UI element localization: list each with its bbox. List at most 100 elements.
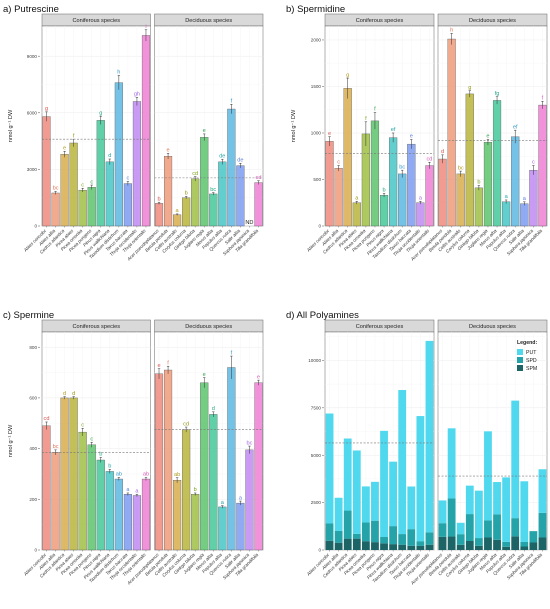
legend: Legend: PUT SPD SPM bbox=[517, 340, 537, 372]
bar-spm bbox=[407, 545, 416, 550]
bar-spm bbox=[352, 538, 361, 550]
y-tick-label: 600 bbox=[29, 396, 37, 401]
bar-put bbox=[511, 400, 520, 519]
facet-strip-label: Deciduous species bbox=[469, 324, 516, 330]
significance-letter: e bbox=[257, 374, 260, 380]
bar-spm bbox=[520, 546, 529, 550]
bar-put bbox=[398, 390, 407, 535]
facet-strip-label: Coniferous species bbox=[356, 18, 404, 24]
bar bbox=[114, 478, 123, 551]
significance-letter: g bbox=[45, 106, 48, 112]
significance-letter: e bbox=[410, 134, 413, 140]
bar-spm bbox=[538, 537, 547, 550]
legend-title: Legend: bbox=[517, 340, 537, 346]
significance-letter: b bbox=[185, 191, 188, 197]
bar bbox=[182, 429, 191, 551]
significance-letter: h bbox=[117, 70, 120, 76]
bar bbox=[191, 178, 200, 227]
significance-letter: fg bbox=[495, 91, 500, 97]
bar bbox=[425, 165, 434, 227]
significance-letter: d bbox=[63, 391, 66, 397]
bar bbox=[529, 170, 538, 227]
bar-spm bbox=[484, 537, 492, 550]
significance-letter: a bbox=[505, 194, 509, 200]
significance-letter: cd bbox=[183, 421, 189, 427]
bar bbox=[538, 104, 547, 227]
significance-letter: d bbox=[441, 149, 444, 155]
significance-letter: f bbox=[231, 99, 233, 105]
significance-letter: g bbox=[99, 110, 102, 116]
bar bbox=[456, 173, 465, 227]
bar-spd bbox=[371, 520, 379, 543]
panel-title: a) Putrescine bbox=[3, 4, 59, 15]
facet-strip-label: Coniferous species bbox=[72, 18, 120, 24]
bar bbox=[105, 161, 114, 227]
bar-spm bbox=[334, 542, 343, 550]
bar-put bbox=[447, 428, 456, 499]
facet-strip-label: Coniferous species bbox=[72, 324, 120, 330]
bar-spd bbox=[538, 512, 547, 538]
bar bbox=[483, 142, 493, 227]
significance-letter: f bbox=[374, 107, 376, 113]
legend-label-spd: SPD bbox=[526, 358, 537, 364]
facet-strip-label: Coniferous species bbox=[356, 324, 404, 330]
bar bbox=[236, 502, 245, 551]
bar bbox=[78, 431, 87, 551]
bar-spd bbox=[407, 529, 416, 546]
facet-plot-area bbox=[437, 331, 548, 551]
facet-strip-label: Deciduous species bbox=[185, 18, 232, 24]
facet-strip-label: Deciduous species bbox=[185, 324, 232, 330]
y-tick-label: 0 bbox=[34, 224, 37, 229]
bar bbox=[173, 214, 182, 227]
facet-plot-area bbox=[154, 331, 264, 551]
bar bbox=[114, 82, 123, 227]
bar-spd bbox=[416, 541, 425, 546]
bar bbox=[465, 93, 474, 227]
bar-put bbox=[520, 481, 529, 542]
significance-letter: bc bbox=[458, 165, 464, 171]
significance-letter: i bbox=[145, 24, 146, 30]
facet-plot-area bbox=[154, 25, 264, 227]
bar bbox=[334, 168, 343, 227]
bar bbox=[96, 120, 105, 227]
significance-letter: f bbox=[542, 96, 544, 102]
y-tick-label: 2000 bbox=[311, 38, 322, 43]
bar-put bbox=[343, 438, 352, 511]
bar-put bbox=[425, 340, 434, 533]
bar bbox=[69, 142, 78, 227]
significance-letter: b bbox=[99, 452, 102, 458]
bar bbox=[69, 397, 78, 551]
facet-strip-label: Deciduous species bbox=[469, 18, 516, 24]
bar bbox=[173, 480, 182, 551]
bar-spd bbox=[380, 537, 388, 544]
significance-letter: c bbox=[81, 423, 84, 429]
significance-letter: b bbox=[108, 464, 111, 470]
bar bbox=[51, 192, 60, 227]
significance-letter: b bbox=[157, 196, 160, 202]
bar bbox=[154, 373, 164, 551]
bar bbox=[105, 471, 114, 551]
y-tick-label: 0 bbox=[34, 548, 37, 553]
bar-put bbox=[352, 450, 361, 534]
bar bbox=[209, 414, 218, 551]
bar bbox=[60, 154, 69, 227]
bar-spm bbox=[465, 540, 474, 550]
significance-letter: bc bbox=[246, 440, 252, 446]
significance-letter: c bbox=[532, 160, 535, 166]
significance-letter: f bbox=[73, 133, 75, 139]
bar-spd bbox=[425, 532, 434, 545]
y-tick-label: 1500 bbox=[311, 84, 322, 89]
significance-letter: e bbox=[486, 134, 489, 140]
significance-letter: ef bbox=[513, 124, 518, 130]
legend-swatch-spd bbox=[517, 357, 523, 363]
bar bbox=[447, 38, 456, 227]
bar-put bbox=[325, 413, 334, 524]
bar bbox=[209, 193, 218, 227]
bar-spd bbox=[511, 518, 520, 537]
significance-letter: a bbox=[355, 196, 359, 202]
y-axis-label: nmol g⁻¹ DW bbox=[8, 109, 14, 142]
